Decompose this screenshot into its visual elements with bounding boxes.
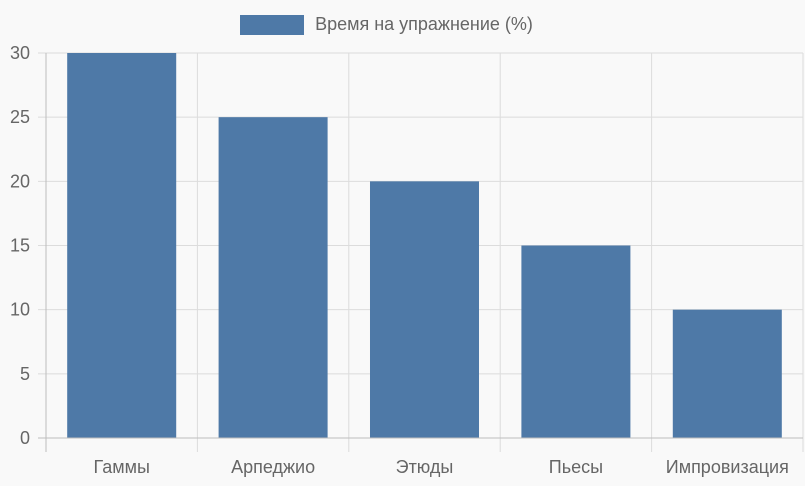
y-axis-labels: 0 5 10 15 20 25 30 [10,43,30,448]
bar[interactable] [672,309,782,438]
y-tick-label: 15 [10,236,30,256]
bar[interactable] [369,181,480,439]
x-tick-label: Пьесы [549,457,603,477]
x-tick-label: Этюды [396,457,454,477]
axes [45,53,803,439]
y-tick-label: 25 [10,107,30,127]
legend-swatch [240,14,305,35]
y-tick-label: 20 [10,171,30,191]
bar[interactable] [218,117,328,439]
x-tick-label: Гаммы [93,457,149,477]
chart-legend[interactable]: Время на упражнение (%) [0,14,805,35]
y-tick-label: 10 [10,300,30,320]
y-tick-label: 30 [10,43,30,63]
legend-label: Время на упражнение (%) [315,14,533,34]
y-tick-label: 5 [20,364,30,384]
x-axis-labels: Гаммы Арпеджио Этюды Пьесы Импровизация [93,457,788,477]
bar[interactable] [521,245,631,439]
x-tick-label: Арпеджио [231,457,315,477]
x-tick-label: Импровизация [666,457,789,477]
y-tick-label: 0 [20,428,30,448]
bar[interactable] [67,53,177,438]
bars [67,53,782,439]
